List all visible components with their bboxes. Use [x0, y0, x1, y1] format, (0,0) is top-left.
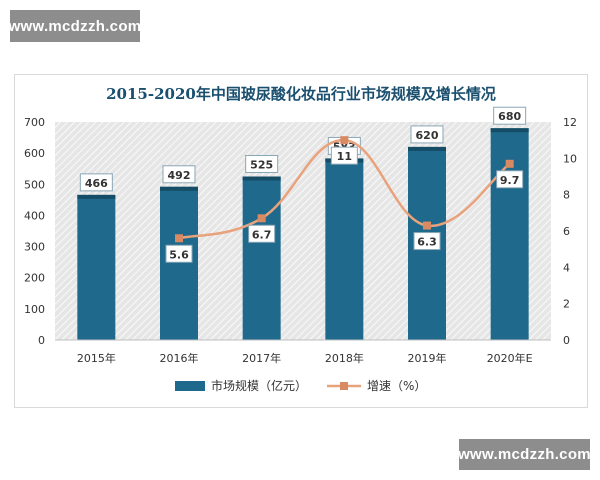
y-left-tick-label: 300	[24, 241, 45, 254]
y-right-tick-label: 0	[563, 334, 570, 347]
growth-value-label: 5.6	[169, 248, 189, 261]
growth-value-label-box	[330, 146, 358, 165]
y-right-tick-label: 10	[563, 152, 577, 165]
y-left-tick-label: 500	[24, 178, 45, 191]
bar-value-label: 680	[498, 110, 521, 123]
legend: 市场规模（亿元） 增速（%）	[175, 378, 426, 393]
bar	[325, 158, 364, 340]
legend-swatch-bar	[175, 381, 205, 391]
bar-top-edge	[77, 194, 116, 199]
legend-label-growth: 增速（%）	[367, 379, 426, 393]
y-axis-right: 0 2 4 6 8 10 12	[563, 116, 577, 347]
y-axis-left: 0 100 200 300 400 500 600 700	[24, 116, 45, 347]
line-series: 5.6 6.7 11 6.3 9.7	[165, 136, 524, 263]
bar-value-label: 492	[168, 169, 191, 182]
y-left-tick-label: 400	[24, 209, 45, 222]
legend-swatch-marker	[340, 382, 348, 390]
y-left-tick-label: 700	[24, 116, 45, 129]
x-tick-label: 2017年	[242, 351, 281, 365]
watermark-bottom: www.mcdzzh.com	[458, 439, 591, 470]
chart: 2015-2020年中国玻尿酸化妆品行业市场规模及增长情况 0100200300…	[24, 85, 577, 393]
bar-value-label-box	[79, 173, 113, 192]
bar	[242, 176, 281, 340]
y-right-tick-label: 6	[563, 225, 570, 238]
growth-value-label-box	[496, 170, 524, 189]
y-right-tick-label: 4	[563, 261, 570, 274]
bar-value-label: 466	[85, 177, 108, 190]
watermark-top: www.mcdzzh.com	[9, 10, 141, 42]
growth-value-label-box	[248, 224, 276, 243]
bar-value-label-box	[162, 165, 196, 184]
y-right-tick-label: 8	[563, 189, 570, 202]
y-left-tick-label: 600	[24, 147, 45, 160]
x-tick-label: 2015年	[77, 351, 116, 365]
x-tick-label: 2018年	[325, 351, 364, 365]
y-right-tick-label: 12	[563, 116, 577, 129]
chart-title: 2015-2020年中国玻尿酸化妆品行业市场规模及增长情况	[106, 85, 496, 103]
bar-top-edge	[160, 186, 198, 191]
legend-label-market-size: 市场规模（亿元）	[211, 378, 307, 393]
growth-marker	[505, 159, 514, 168]
bar-value-label-box	[493, 106, 527, 125]
bar-value-label: 525	[250, 159, 273, 172]
growth-marker	[423, 221, 431, 230]
x-tick-label: 2019年	[408, 351, 447, 365]
growth-marker	[340, 136, 349, 145]
bar-value-label-box	[245, 155, 279, 173]
bar-value-label-box	[410, 125, 444, 144]
y-left-tick-label: 0	[38, 334, 45, 347]
growth-value-label: 6.7	[252, 228, 272, 241]
x-tick-label: 2020年E	[487, 351, 533, 365]
plot-area	[55, 122, 551, 340]
growth-value-label-box	[413, 232, 441, 251]
bar-top-edge	[408, 146, 446, 151]
y-left-tick-label: 100	[24, 303, 45, 316]
bar-top-edge	[242, 176, 281, 181]
x-axis: 2015年 2016年 2017年 2018年 2019年 2020年E	[55, 339, 551, 365]
growth-value-label: 11	[337, 150, 352, 163]
bar-value-label: 620	[416, 129, 439, 142]
bar-top-edge	[490, 128, 529, 133]
growth-value-label: 6.3	[417, 236, 437, 249]
y-left-tick-label: 200	[24, 272, 45, 285]
y-right-tick-label: 2	[563, 298, 570, 311]
bar	[77, 194, 116, 340]
chart-frame: 2015-2020年中国玻尿酸化妆品行业市场规模及增长情况 0 100 200 300…	[14, 74, 588, 408]
bar-series: 466492525583620680	[77, 106, 529, 340]
x-tick-label: 2016年	[160, 351, 199, 365]
growth-marker	[257, 214, 266, 223]
growth-value-label: 9.7	[500, 174, 520, 187]
bar	[160, 186, 198, 340]
growth-marker	[175, 234, 183, 243]
growth-value-label-box	[165, 244, 193, 263]
